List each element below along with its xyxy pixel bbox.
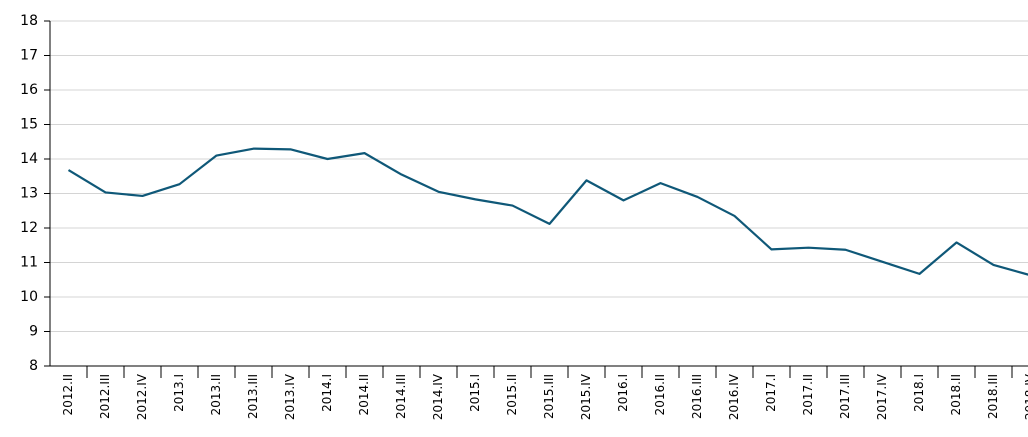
x-tick-label: 2012.II bbox=[61, 374, 75, 415]
y-tick-label: 9 bbox=[29, 324, 38, 340]
y-tick-label: 8 bbox=[29, 358, 38, 374]
x-tick-label: 2015.I bbox=[468, 374, 482, 412]
x-tick-label: 2016.IV bbox=[727, 373, 741, 420]
y-tick-label: 15 bbox=[20, 117, 38, 133]
x-tick-label: 2017.I bbox=[764, 374, 778, 412]
x-tick-label: 2014.III bbox=[394, 374, 408, 419]
y-tick-label: 13 bbox=[20, 186, 38, 202]
y-tick-label: 18 bbox=[20, 13, 38, 29]
x-tick-label: 2017.III bbox=[838, 374, 852, 419]
y-tick-label: 10 bbox=[20, 289, 38, 305]
x-tick-label: 2015.III bbox=[542, 374, 556, 419]
x-tick-label: 2013.I bbox=[172, 374, 186, 412]
line bbox=[67, 147, 1028, 276]
x-tick-label: 2018.II bbox=[949, 374, 963, 415]
x-tick-label: 2014.IV bbox=[431, 373, 445, 420]
x-tick-label: 2014.I bbox=[320, 374, 334, 412]
x-tick-label: 2014.II bbox=[357, 374, 371, 415]
x-tick-label: 2012.III bbox=[98, 374, 112, 419]
x-tick-label: 2018.III bbox=[986, 374, 1000, 419]
x-tick-label: 2016.II bbox=[653, 374, 667, 415]
x-tick-label: 2013.IV bbox=[283, 373, 297, 420]
x-tick-label: 2015.II bbox=[505, 374, 519, 415]
x-tick-label: 2018.I bbox=[912, 374, 926, 412]
x-tick-label: 2016.III bbox=[690, 374, 704, 419]
x-tick-label: 2017.IV bbox=[875, 373, 889, 420]
x-tick-label: 2016.I bbox=[616, 374, 630, 412]
y-tick-label: 14 bbox=[20, 151, 38, 167]
y-tick-label: 11 bbox=[20, 255, 38, 271]
y-tick-label: 12 bbox=[20, 220, 38, 236]
x-tick-label: 2012.IV bbox=[135, 373, 149, 420]
x-tick-label: 2013.II bbox=[209, 374, 223, 415]
x-tick-label: 2015.IV bbox=[579, 373, 593, 420]
x-tick-label: 2013.III bbox=[246, 374, 260, 419]
y-tick-label: 16 bbox=[20, 82, 38, 98]
x-tick-label: 2017.II bbox=[801, 374, 815, 415]
y-tick-label: 17 bbox=[20, 48, 38, 64]
x-tick-label: 2018.IV bbox=[1023, 373, 1028, 420]
